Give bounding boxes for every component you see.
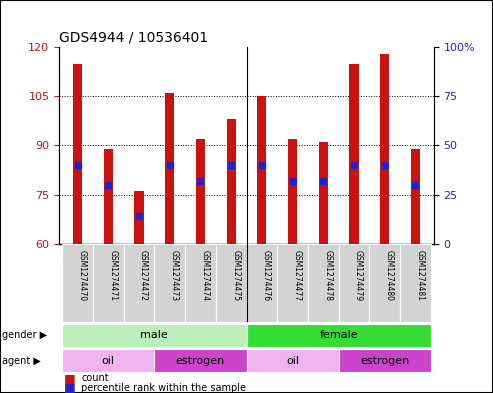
- Text: estrogen: estrogen: [176, 356, 225, 365]
- Text: gender ▶: gender ▶: [2, 330, 48, 340]
- Bar: [339, 244, 369, 322]
- Text: GSM1274476: GSM1274476: [262, 250, 271, 301]
- Text: GSM1274474: GSM1274474: [201, 250, 210, 301]
- Bar: [154, 244, 185, 322]
- Text: GSM1274473: GSM1274473: [170, 250, 179, 301]
- Bar: [318, 142, 328, 244]
- Bar: [196, 139, 205, 244]
- Bar: [124, 244, 154, 322]
- Bar: [216, 244, 246, 322]
- Text: estrogen: estrogen: [360, 356, 409, 365]
- Bar: [135, 191, 143, 244]
- Bar: [308, 244, 339, 322]
- Bar: [246, 323, 431, 347]
- Bar: [62, 349, 154, 372]
- Text: GSM1274475: GSM1274475: [231, 250, 240, 301]
- Text: ■: ■: [64, 381, 76, 393]
- Text: GSM1274471: GSM1274471: [108, 250, 117, 301]
- Text: GSM1274472: GSM1274472: [139, 250, 148, 301]
- Bar: [227, 119, 236, 244]
- Text: oil: oil: [102, 356, 115, 365]
- Text: ■: ■: [64, 371, 76, 385]
- Bar: [411, 149, 420, 244]
- Bar: [246, 244, 277, 322]
- Text: GSM1274479: GSM1274479: [354, 250, 363, 301]
- Text: GSM1274478: GSM1274478: [323, 250, 332, 301]
- Text: female: female: [319, 330, 358, 340]
- Bar: [288, 139, 297, 244]
- Text: count: count: [81, 373, 109, 383]
- Text: oil: oil: [286, 356, 299, 365]
- Text: percentile rank within the sample: percentile rank within the sample: [81, 383, 246, 393]
- Text: GSM1274480: GSM1274480: [385, 250, 394, 301]
- Bar: [165, 93, 175, 244]
- Bar: [154, 349, 246, 372]
- Bar: [185, 244, 216, 322]
- Bar: [380, 54, 389, 244]
- Bar: [277, 244, 308, 322]
- Text: GSM1274477: GSM1274477: [292, 250, 302, 301]
- Bar: [73, 64, 82, 244]
- Text: GSM1274470: GSM1274470: [77, 250, 87, 301]
- Bar: [257, 96, 266, 244]
- Bar: [369, 244, 400, 322]
- Bar: [62, 244, 93, 322]
- Text: GSM1274481: GSM1274481: [416, 250, 424, 301]
- Bar: [246, 349, 339, 372]
- Bar: [339, 349, 431, 372]
- Bar: [104, 149, 113, 244]
- Bar: [93, 244, 124, 322]
- Text: agent ▶: agent ▶: [2, 356, 41, 365]
- Text: GDS4944 / 10536401: GDS4944 / 10536401: [59, 31, 208, 44]
- Bar: [62, 323, 246, 347]
- Bar: [350, 64, 358, 244]
- Bar: [400, 244, 431, 322]
- Text: male: male: [141, 330, 168, 340]
